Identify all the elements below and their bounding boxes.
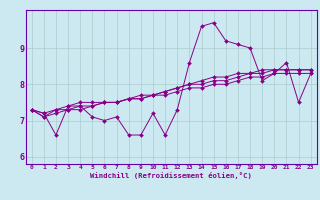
X-axis label: Windchill (Refroidissement éolien,°C): Windchill (Refroidissement éolien,°C)	[90, 172, 252, 179]
